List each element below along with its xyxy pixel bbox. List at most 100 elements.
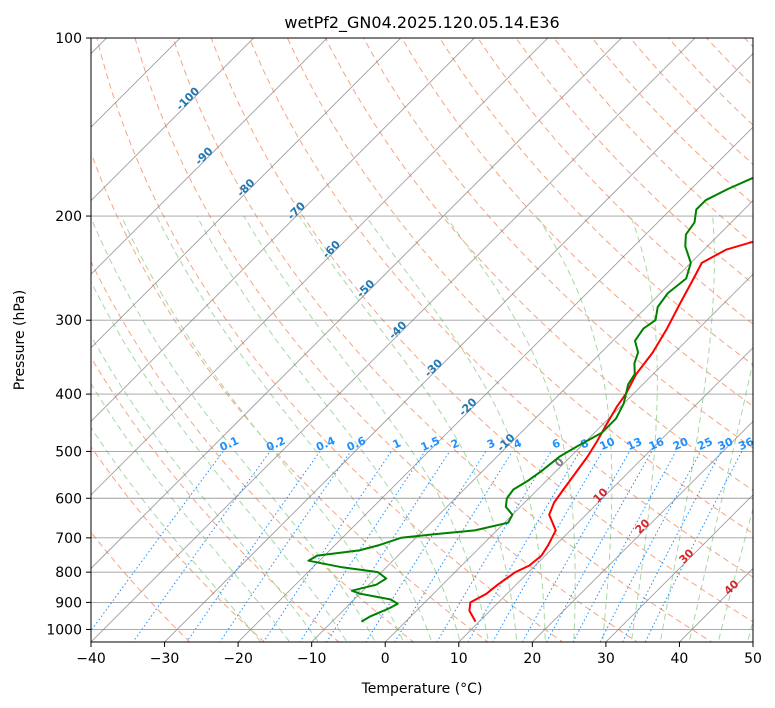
y-tick-label: 500 xyxy=(55,444,82,460)
dry-adiabat xyxy=(477,38,753,325)
moist-adiabat xyxy=(243,215,489,642)
mixing-ratio-label: 36 xyxy=(737,435,757,453)
isotherm xyxy=(91,38,623,570)
x-tick-label: −10 xyxy=(297,651,327,667)
mixing-ratio-line xyxy=(467,451,581,642)
isotherm xyxy=(91,38,696,642)
mixing-ratio-line xyxy=(185,451,321,642)
dry-adiabat xyxy=(553,38,753,245)
moist-adiabat xyxy=(746,619,753,642)
dry-adiabat xyxy=(286,38,753,535)
moist-adiabat xyxy=(365,215,546,642)
moist-adiabat-label: 30 xyxy=(677,546,697,566)
y-axis-ticks: 100 200 300 400 500 600 700 800 900 1000 xyxy=(46,31,91,638)
mixing-ratio-lines xyxy=(91,451,743,642)
moist-adiabat xyxy=(91,426,262,642)
x-tick-label: 20 xyxy=(523,651,541,667)
x-tick-label: 30 xyxy=(597,651,615,667)
moist-adiabat-label: 20 xyxy=(633,516,653,536)
dry-adiabat xyxy=(96,38,564,642)
mixing-ratio-label: 25 xyxy=(695,435,714,453)
dry-adiabat xyxy=(401,38,753,407)
dry-adiabat xyxy=(705,38,753,87)
moist-adiabat xyxy=(630,215,658,642)
dry-adiabat-label: -20 xyxy=(456,395,479,418)
isotherm xyxy=(91,38,475,422)
mixing-ratio-line xyxy=(262,451,392,642)
dry-adiabat xyxy=(134,38,639,642)
dry-adiabat xyxy=(515,38,753,285)
dry-adiabat xyxy=(439,38,753,366)
isotherm xyxy=(384,273,753,642)
mixing-ratio-label: 20 xyxy=(671,435,691,453)
isotherm xyxy=(163,52,753,642)
dry-adiabat-label: -90 xyxy=(192,144,215,167)
dry-adiabat-label: -40 xyxy=(386,318,409,341)
moist-adiabat xyxy=(659,215,715,642)
mixing-ratio-line xyxy=(521,451,631,642)
isobars xyxy=(91,38,753,630)
mixing-ratio-line xyxy=(622,451,722,642)
mixing-ratio-line xyxy=(394,451,513,642)
mixing-ratio-line xyxy=(219,451,352,642)
x-tick-label: 40 xyxy=(671,651,689,667)
moist-adiabat xyxy=(91,334,320,642)
plot-frame xyxy=(90,37,754,643)
mixing-ratio-label: 0.6 xyxy=(345,434,368,454)
dry-adiabats xyxy=(91,38,753,642)
dry-adiabat xyxy=(210,38,753,623)
dry-adiabat xyxy=(91,356,340,642)
moist-adiabat xyxy=(444,215,576,642)
profiles xyxy=(307,176,753,623)
plot-area: 0.1 0.2 0.4 0.6 1 1.5 2 3 4 6 8 10 13 16 20 25 30 36-100-… xyxy=(91,38,757,642)
dry-adiabat xyxy=(363,38,753,449)
mixing-ratio-line xyxy=(132,451,271,642)
x-tick-label: 10 xyxy=(450,651,468,667)
mixing-ratio-line xyxy=(365,451,487,642)
dry-adiabat-label: -30 xyxy=(422,356,445,379)
moist-adiabat xyxy=(91,280,348,642)
moist-adiabats xyxy=(91,215,753,642)
x-tick-label: −30 xyxy=(150,651,180,667)
isotherm xyxy=(91,38,255,202)
moist-adiabat xyxy=(156,215,433,642)
mixing-ratio-label: 10 xyxy=(598,435,618,453)
dewpoint-profile xyxy=(307,176,753,623)
mixing-ratio-line xyxy=(492,451,603,642)
dry-adiabat xyxy=(248,38,753,578)
x-tick-label: 0 xyxy=(381,651,390,667)
y-tick-label: 1000 xyxy=(46,622,82,638)
mixing-ratio-line xyxy=(644,451,743,642)
x-tick-label: −40 xyxy=(76,651,106,667)
dry-adiabat xyxy=(172,38,713,642)
isotherm xyxy=(752,641,753,642)
isotherm xyxy=(91,38,181,128)
y-tick-label: 800 xyxy=(55,565,82,581)
x-tick-label: 50 xyxy=(744,651,762,667)
y-tick-label: 400 xyxy=(55,387,82,403)
isotherm xyxy=(91,38,402,349)
y-tick-label: 600 xyxy=(55,491,82,507)
mixing-ratio-line xyxy=(572,451,677,642)
y-tick-label: 900 xyxy=(55,595,82,611)
moist-adiabat xyxy=(536,215,613,642)
moist-adiabat-label: 40 xyxy=(722,577,742,597)
dry-adiabat-label: -60 xyxy=(320,238,343,261)
y-tick-label: 300 xyxy=(55,313,82,329)
dry-adiabat xyxy=(743,38,753,48)
dry-adiabat xyxy=(91,260,415,642)
moist-adiabat xyxy=(91,216,376,642)
mixing-ratio-label: 30 xyxy=(716,435,736,453)
moist-adiabat xyxy=(120,215,405,642)
y-tick-label: 100 xyxy=(55,31,82,47)
isotherm xyxy=(605,494,753,642)
dry-adiabat xyxy=(91,531,191,642)
isotherm xyxy=(531,420,753,642)
dry-adiabat xyxy=(91,151,489,642)
isotherm xyxy=(237,126,753,642)
mixing-ratio-label: 16 xyxy=(647,435,667,453)
mixing-ratio-line xyxy=(299,451,426,642)
moist-adiabat xyxy=(298,215,518,642)
dry-adiabat-label: -50 xyxy=(354,277,377,300)
